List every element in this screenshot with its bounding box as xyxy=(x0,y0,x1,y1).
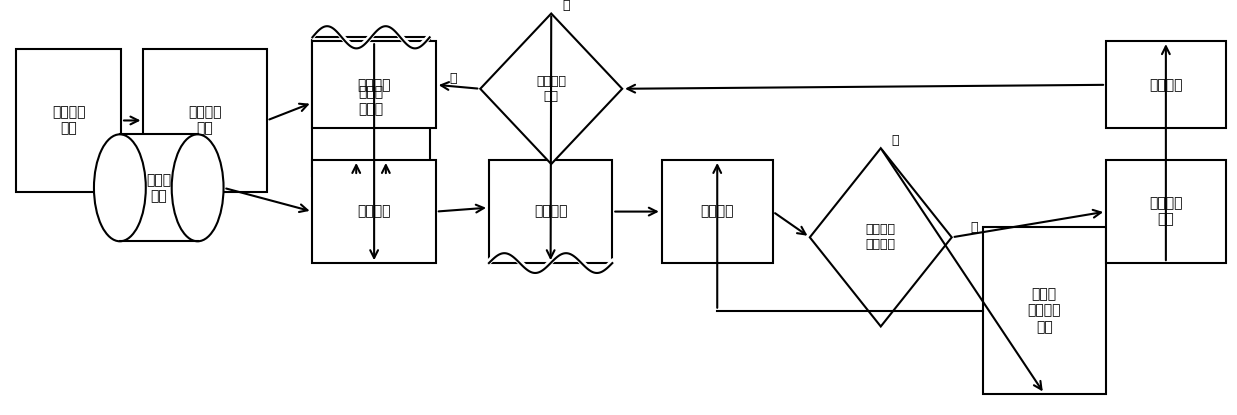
FancyBboxPatch shape xyxy=(143,49,267,192)
Polygon shape xyxy=(810,148,951,327)
Text: 是: 是 xyxy=(970,221,977,234)
Polygon shape xyxy=(489,160,612,263)
Text: 数据修正: 数据修正 xyxy=(357,78,391,92)
Text: 优化模型
算法: 优化模型 算法 xyxy=(188,105,221,136)
FancyBboxPatch shape xyxy=(313,41,435,128)
Polygon shape xyxy=(313,37,429,176)
Text: 是否需要
优化: 是否需要 优化 xyxy=(536,75,567,103)
Text: 调整预
案，人工
干预: 调整预 案，人工 干预 xyxy=(1028,288,1061,334)
Text: 调度方案: 调度方案 xyxy=(534,205,568,219)
FancyBboxPatch shape xyxy=(16,49,121,192)
Text: 是否满足
实际需求: 是否满足 实际需求 xyxy=(866,223,896,251)
Polygon shape xyxy=(480,14,622,164)
Ellipse shape xyxy=(172,134,224,241)
Text: 选择优化
算法: 选择优化 算法 xyxy=(52,105,85,136)
Text: 模拟调度: 模拟调度 xyxy=(700,205,734,219)
Ellipse shape xyxy=(94,134,146,241)
Text: 调度模型: 调度模型 xyxy=(357,205,391,219)
Text: 结果评价: 结果评价 xyxy=(1149,78,1183,92)
FancyBboxPatch shape xyxy=(1106,41,1226,128)
Text: 基础数
据库: 基础数 据库 xyxy=(146,173,171,203)
FancyBboxPatch shape xyxy=(982,227,1106,394)
FancyBboxPatch shape xyxy=(662,160,773,263)
Text: 否: 否 xyxy=(563,0,570,12)
Text: 是: 是 xyxy=(449,72,456,85)
Text: 来水预
报数据: 来水预 报数据 xyxy=(359,85,383,116)
Text: 实际综合
调度: 实际综合 调度 xyxy=(1149,196,1183,227)
FancyBboxPatch shape xyxy=(1106,160,1226,263)
Polygon shape xyxy=(120,134,198,241)
Text: 否: 否 xyxy=(892,134,899,147)
FancyBboxPatch shape xyxy=(313,160,435,263)
